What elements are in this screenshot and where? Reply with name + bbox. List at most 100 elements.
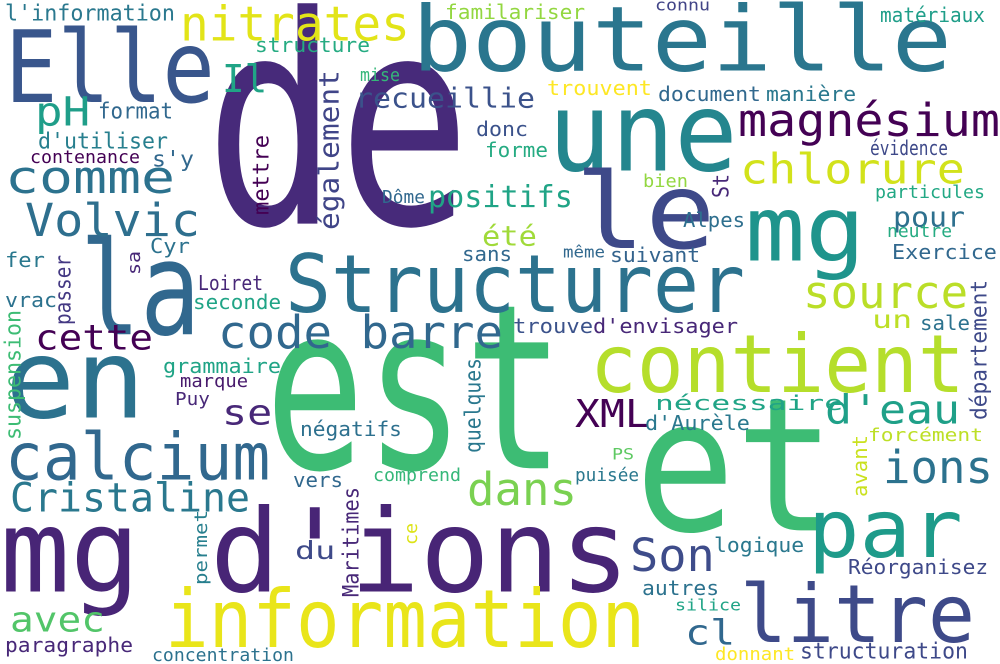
word-ce: ce	[400, 522, 422, 545]
word-trouve: trouve	[513, 314, 594, 338]
word-grammaire: grammaire	[163, 354, 281, 378]
word-forcement: forcément	[868, 424, 983, 446]
word-cyr: Cyr	[150, 234, 190, 258]
word-bien: bien	[643, 170, 688, 192]
word-suspension: suspension	[0, 309, 26, 440]
word-donc: donc	[476, 117, 528, 141]
word-fer: fer	[5, 248, 45, 272]
word-ps: PS	[612, 444, 635, 464]
word-marque: marque	[180, 370, 249, 392]
word-est: est	[265, 254, 565, 524]
word-l-information: l'information	[5, 0, 175, 26]
word-paragraphe: paragraphe	[5, 633, 134, 657]
word-contient: contient	[590, 317, 965, 412]
word-neutre: neutre	[887, 220, 953, 242]
word-litre: litre	[740, 567, 976, 662]
word-negatifs: négatifs	[300, 417, 402, 441]
word-information: information	[165, 572, 646, 664]
word-s-y: s'y	[152, 146, 194, 172]
word-calcium: calcium	[5, 419, 271, 496]
word-donnant: donnant	[715, 643, 796, 664]
word-il: Il	[222, 56, 268, 102]
word-evidence: évidence	[870, 136, 948, 160]
word-nitrates: nitrates	[180, 0, 410, 52]
word-source: source	[803, 265, 969, 319]
word-sans: sans	[462, 242, 512, 266]
word-cristaline: Cristaline	[10, 474, 251, 522]
word-ions: ions	[883, 440, 993, 494]
word-maritimes: Maritimes	[338, 487, 364, 597]
word-du: du	[295, 535, 336, 565]
word-ph: pH	[35, 88, 91, 136]
word-comme: comme	[5, 150, 176, 204]
word-egalement: également	[312, 70, 346, 230]
word-contenance: contenance	[30, 146, 141, 168]
word-format: format	[98, 98, 174, 124]
word-recueillie: recueillie	[355, 81, 536, 115]
word-connu: connu	[655, 0, 711, 15]
word-par: par	[808, 482, 963, 577]
word-maniere: manière	[766, 82, 857, 106]
word-vers: vers	[293, 468, 343, 492]
word-document: document	[658, 82, 761, 106]
word-dome: Dôme	[382, 186, 425, 208]
word-d-utiliser: d'utiliser	[38, 128, 169, 154]
word-forme: forme	[485, 138, 549, 162]
word-elle: Elle	[5, 9, 215, 126]
word-son: Son	[630, 528, 715, 582]
word-silice: silice	[675, 595, 742, 615]
word-dans: dans	[467, 462, 577, 516]
word-pour: pour	[893, 200, 965, 234]
word-puisee: puisée	[575, 464, 640, 486]
word-positifs: positifs	[428, 179, 573, 215]
word-le: le	[575, 150, 716, 274]
word-structurer: Structurer	[285, 237, 746, 332]
word-permet: permet	[190, 509, 212, 585]
word-d-envisager: d'envisager	[593, 314, 739, 338]
word-avant: avant	[848, 434, 872, 497]
word-d-eau: d'eau	[825, 386, 961, 434]
word-exercice: Exercice	[892, 240, 997, 264]
word-d-aurele: d'Aurèle	[645, 411, 750, 435]
word-st: St	[708, 173, 734, 198]
word-departement: département	[966, 279, 992, 420]
word-logique: logique	[714, 533, 805, 557]
word-reorganisez: Réorganisez	[848, 555, 989, 579]
word-avec: avec	[10, 598, 105, 640]
word-et: et	[635, 358, 836, 575]
word-meme: même	[563, 242, 605, 262]
word-sale: sale	[920, 311, 970, 335]
word-sa: sa	[123, 250, 145, 275]
word-puy: Puy	[175, 388, 210, 410]
word-structuration: structuration	[800, 638, 968, 664]
word-code-barre: code barre	[218, 305, 504, 359]
word-xml: XML	[575, 391, 650, 437]
word-en: en	[5, 315, 146, 444]
word-structure: structure	[255, 33, 370, 57]
word-ete: été	[482, 219, 537, 253]
word-de: de	[205, 0, 471, 294]
word-suivant: suivant	[610, 243, 701, 267]
word-magnesium: magnésium	[738, 93, 1000, 147]
word-particules: particules	[875, 181, 986, 203]
word-chlorure: chlorure	[740, 144, 965, 194]
word-necessaire: nécessaire	[655, 391, 844, 415]
word-trouvent: trouvent	[547, 76, 652, 100]
word-passer: passer	[50, 254, 76, 325]
word-volvic: Volvic	[25, 193, 201, 247]
word-alpes: Alpes	[683, 208, 746, 232]
word-familariser: familariser	[445, 0, 586, 24]
word-materiaux: matériaux	[880, 3, 985, 27]
word-comprend: comprend	[373, 464, 461, 486]
word-mettre: mettre	[248, 134, 274, 215]
word-un: un	[872, 304, 913, 334]
word-seconde: seconde	[193, 290, 282, 314]
word-vrac: vrac	[5, 288, 57, 312]
word-quelques: quelques	[460, 358, 486, 453]
word-mg: mg	[745, 176, 866, 283]
word-une: une	[548, 68, 738, 197]
word-cette: cette	[35, 316, 154, 358]
word-autres: autres	[642, 576, 720, 600]
word-la: la	[80, 213, 201, 366]
